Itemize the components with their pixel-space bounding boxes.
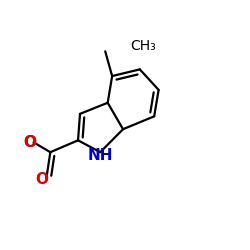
Text: O: O [23,135,36,150]
Text: O: O [35,172,48,188]
Text: O: O [23,135,36,150]
Text: NH: NH [88,148,113,163]
Text: CH₃: CH₃ [130,39,156,53]
